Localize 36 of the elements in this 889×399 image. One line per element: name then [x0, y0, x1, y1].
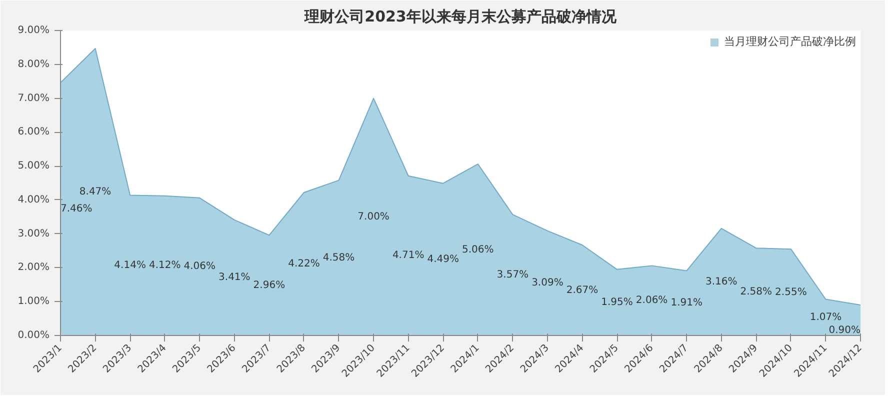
- y-tick-label: 7.00%: [18, 92, 50, 104]
- text: 4.49%: [427, 254, 460, 265]
- text: 4.71%: [392, 250, 424, 262]
- legend-label: 当月理财公司产品破净比例: [724, 34, 856, 49]
- text: 4.58%: [322, 252, 355, 264]
- text: 7.00%: [358, 211, 390, 222]
- text: 4.12%: [148, 260, 181, 272]
- y-tick-label: 5.00%: [18, 160, 50, 172]
- text: 4.22%: [288, 258, 320, 270]
- y-tick-label: 2.00%: [18, 262, 50, 274]
- text: 2.67%: [566, 284, 598, 296]
- y-tick-label: 9.00%: [18, 25, 50, 36]
- text: 7.46%: [60, 204, 92, 215]
- text: 1.07%: [810, 312, 842, 323]
- y-tick-label: 6.00%: [18, 126, 50, 138]
- text: 2.58%: [740, 286, 772, 298]
- y-tick-label: 3.00%: [18, 228, 50, 240]
- text: 2.55%: [775, 286, 807, 298]
- text: 1.91%: [670, 298, 702, 309]
- y-tick-label: 1.00%: [18, 296, 50, 308]
- y-tick-label: 4.00%: [18, 194, 50, 206]
- text: 2.06%: [636, 295, 668, 306]
- chart-title: 理财公司2023年以来每月末公募产品破净情况: [304, 8, 618, 26]
- text: 3.16%: [705, 276, 738, 288]
- y-tick-label: 8.00%: [18, 58, 50, 70]
- y-tick-label: 0.00%: [18, 330, 50, 341]
- text: 4.14%: [114, 260, 146, 271]
- text: 8.47%: [79, 186, 112, 198]
- text: 3.41%: [218, 272, 250, 284]
- text: 1.95%: [601, 296, 633, 308]
- text: 4.06%: [184, 261, 216, 272]
- text: 3.57%: [496, 270, 529, 281]
- text: 0.90%: [828, 324, 861, 336]
- text: 5.06%: [462, 244, 494, 256]
- text: 2.96%: [253, 280, 286, 291]
- text: 3.09%: [532, 278, 564, 289]
